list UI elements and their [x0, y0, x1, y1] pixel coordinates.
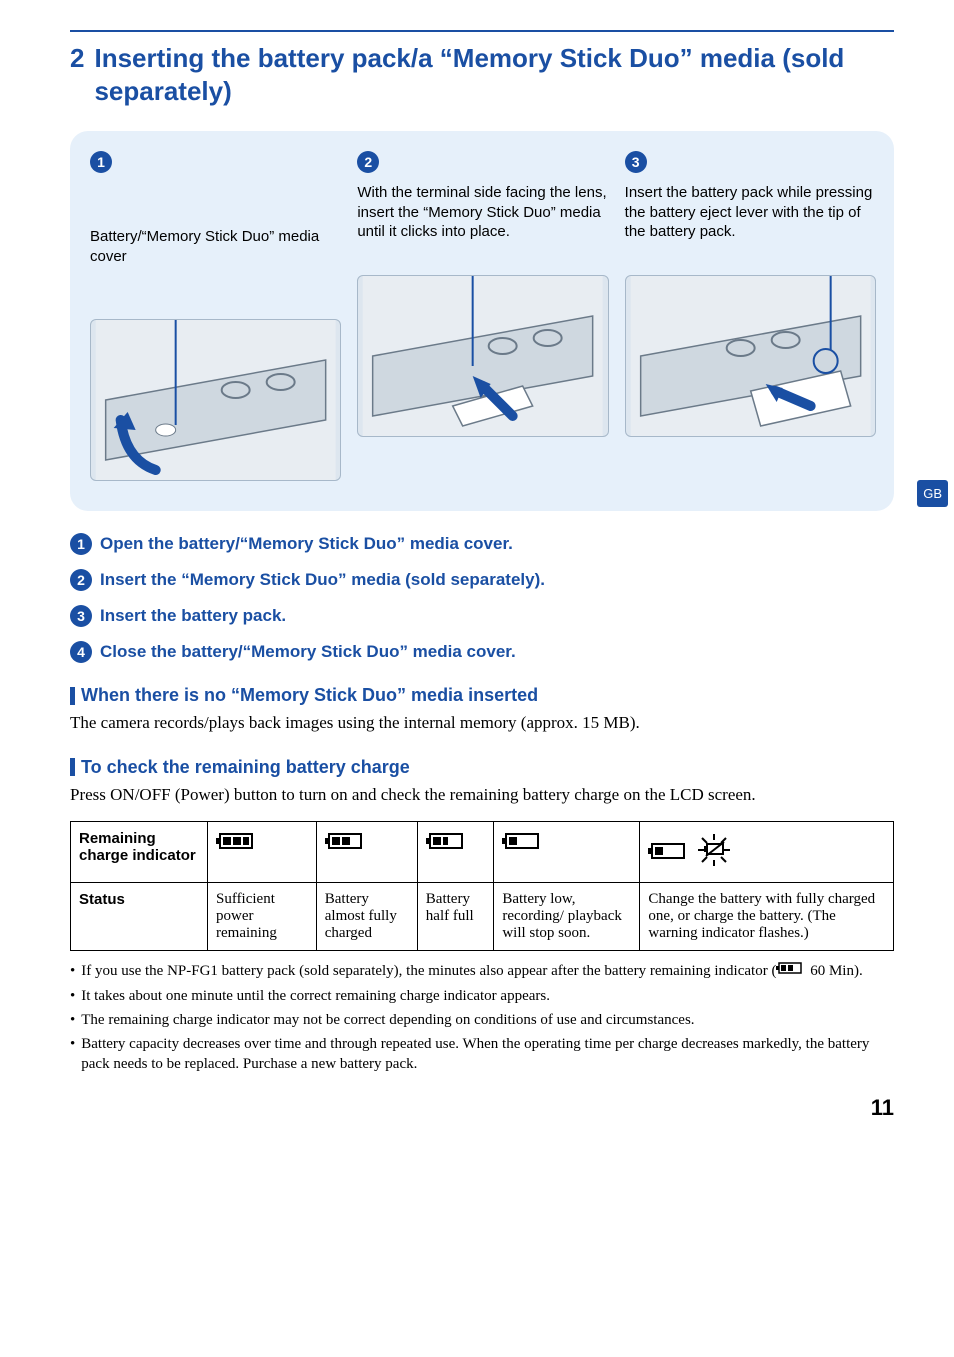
step-caption: With the terminal side facing the lens, … — [357, 183, 606, 263]
body-text: The camera records/plays back images usi… — [70, 712, 894, 735]
table-row: Remaining charge indicator — [71, 821, 894, 882]
manual-page: 2 Inserting the battery pack/a “Memory S… — [0, 0, 954, 1151]
box-step-3: 3 Insert the battery pack while pressing… — [625, 151, 874, 481]
note-item: • It takes about one minute until the co… — [70, 986, 894, 1006]
step-label: Close the battery/“Memory Stick Duo” med… — [100, 641, 516, 662]
row-header: Remaining charge indicator — [71, 821, 208, 882]
note-text: If you use the NP-FG1 battery pack (sold… — [81, 961, 862, 982]
step-label: Open the battery/“Memory Stick Duo” medi… — [100, 533, 513, 554]
row-header: Status — [71, 882, 208, 950]
subheading-text: When there is no “Memory Stick Duo” medi… — [81, 685, 538, 706]
step-label: Insert the “Memory Stick Duo” media (sol… — [100, 569, 545, 590]
numbered-steps-list: 1 Open the battery/“Memory Stick Duo” me… — [70, 533, 894, 663]
step-badge: 2 — [357, 151, 379, 173]
status-cell: Battery half full — [417, 882, 494, 950]
note-item: • Battery capacity decreases over time a… — [70, 1034, 894, 1075]
note-text: The remaining charge indicator may not b… — [81, 1010, 694, 1030]
table-row: Status Sufficient power remaining Batter… — [71, 882, 894, 950]
step-badge: 4 — [70, 641, 92, 663]
step-badge: 1 — [90, 151, 112, 173]
step-badge: 3 — [70, 605, 92, 627]
battery-low-icon — [502, 830, 546, 856]
illustration-cover — [90, 319, 341, 481]
step-badge: 3 — [625, 151, 647, 173]
battery-inline-icon — [776, 961, 806, 981]
status-cell: Change the battery with fully charged on… — [640, 882, 894, 950]
battery-high-icon — [325, 830, 369, 856]
list-item: 2 Insert the “Memory Stick Duo” media (s… — [70, 569, 894, 591]
step-label: Insert the battery pack. — [100, 605, 286, 626]
subheading-battery-check: To check the remaining battery charge — [70, 757, 894, 778]
battery-warning-icon — [648, 830, 738, 874]
page-title: 2 Inserting the battery pack/a “Memory S… — [70, 42, 894, 107]
language-tab: GB — [917, 480, 948, 507]
battery-half-icon — [426, 830, 470, 856]
page-number: 11 — [70, 1095, 894, 1121]
box-step-2: 2 With the terminal side facing the lens… — [357, 151, 606, 481]
step-caption: Insert the battery pack while pressing t… — [625, 183, 874, 263]
top-rule — [70, 30, 894, 32]
battery-icon-cell — [208, 821, 317, 882]
list-item: 4 Close the battery/“Memory Stick Duo” m… — [70, 641, 894, 663]
note-item: • If you use the NP-FG1 battery pack (so… — [70, 961, 894, 982]
box-step-1: 1 Battery/“Memory Stick Duo” media cover — [90, 151, 339, 481]
battery-icon-cell — [640, 821, 894, 882]
note-text-part1: If you use the NP-FG1 battery pack (sold… — [81, 963, 776, 979]
body-text: Press ON/OFF (Power) button to turn on a… — [70, 784, 894, 807]
bullet-icon: • — [70, 961, 75, 982]
battery-icon-cell — [316, 821, 417, 882]
notes-list: • If you use the NP-FG1 battery pack (so… — [70, 961, 894, 1075]
battery-icon-cell — [417, 821, 494, 882]
title-number: 2 — [70, 42, 84, 107]
status-cell: Sufficient power remaining — [208, 882, 317, 950]
status-cell: Battery almost fully charged — [316, 882, 417, 950]
box-steps-row: 1 Battery/“Memory Stick Duo” media cover — [90, 151, 874, 481]
note-item: • The remaining charge indicator may not… — [70, 1010, 894, 1030]
heading-bar-icon — [70, 687, 75, 705]
battery-icon-cell — [494, 821, 640, 882]
bullet-icon: • — [70, 1010, 75, 1030]
status-cell: Battery low, recording/ playback will st… — [494, 882, 640, 950]
list-item: 1 Open the battery/“Memory Stick Duo” me… — [70, 533, 894, 555]
heading-bar-icon — [70, 758, 75, 776]
note-text-part2: 60 Min). — [806, 963, 862, 979]
bullet-icon: • — [70, 1034, 75, 1075]
instruction-box: 1 Battery/“Memory Stick Duo” media cover — [70, 131, 894, 511]
list-item: 3 Insert the battery pack. — [70, 605, 894, 627]
subheading-text: To check the remaining battery charge — [81, 757, 410, 778]
illustration-battery — [625, 275, 876, 437]
step-badge: 1 — [70, 533, 92, 555]
step-caption: Battery/“Memory Stick Duo” media cover — [90, 183, 339, 307]
subheading-no-media: When there is no “Memory Stick Duo” medi… — [70, 685, 894, 706]
battery-status-table: Remaining charge indicator — [70, 821, 894, 951]
note-text: Battery capacity decreases over time and… — [81, 1034, 894, 1075]
bullet-icon: • — [70, 986, 75, 1006]
title-text: Inserting the battery pack/a “Memory Sti… — [94, 42, 894, 107]
battery-full-icon — [216, 830, 260, 856]
step-badge: 2 — [70, 569, 92, 591]
note-text: It takes about one minute until the corr… — [81, 986, 550, 1006]
illustration-memory-stick — [357, 275, 608, 437]
